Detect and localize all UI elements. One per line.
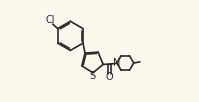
Text: O: O [106,72,113,82]
Text: Cl: Cl [46,15,56,25]
Text: S: S [89,71,96,81]
Text: N: N [113,58,121,68]
